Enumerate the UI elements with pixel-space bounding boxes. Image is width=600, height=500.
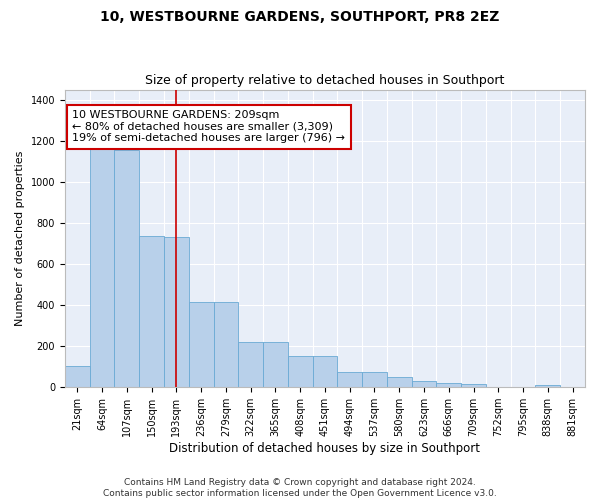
Bar [189,302,214,387]
Bar [115,150,139,387]
Bar [362,372,387,387]
Bar [65,366,89,387]
Y-axis label: Number of detached properties: Number of detached properties [15,150,25,326]
Bar [238,342,263,387]
Bar [313,356,337,387]
Bar [337,372,362,387]
X-axis label: Distribution of detached houses by size in Southport: Distribution of detached houses by size … [169,442,481,455]
Bar [139,236,164,387]
Bar [436,383,461,387]
Title: Size of property relative to detached houses in Southport: Size of property relative to detached ho… [145,74,505,87]
Bar [164,238,189,387]
Text: 10 WESTBOURNE GARDENS: 209sqm
← 80% of detached houses are smaller (3,309)
19% o: 10 WESTBOURNE GARDENS: 209sqm ← 80% of d… [73,110,346,144]
Text: 10, WESTBOURNE GARDENS, SOUTHPORT, PR8 2EZ: 10, WESTBOURNE GARDENS, SOUTHPORT, PR8 2… [100,10,500,24]
Text: Contains HM Land Registry data © Crown copyright and database right 2024.
Contai: Contains HM Land Registry data © Crown c… [103,478,497,498]
Bar [263,342,288,387]
Bar [412,381,436,387]
Bar [461,384,486,387]
Bar [214,302,238,387]
Bar [387,377,412,387]
Bar [89,149,115,387]
Bar [288,356,313,387]
Bar [535,384,560,387]
